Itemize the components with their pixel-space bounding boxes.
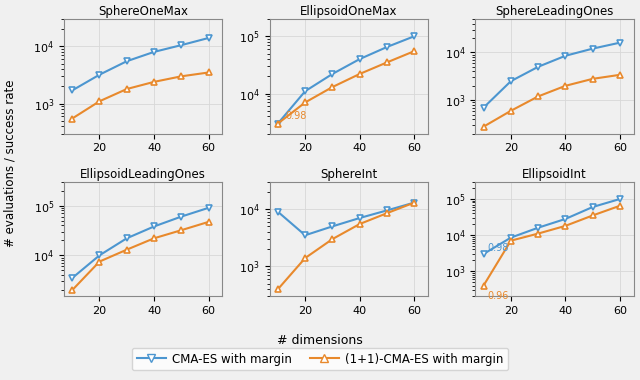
Text: 0.98: 0.98 [285, 111, 307, 121]
Title: EllipsoidOneMax: EllipsoidOneMax [300, 5, 397, 18]
Text: 0.98: 0.98 [488, 243, 509, 253]
Legend: CMA-ES with margin, (1+1)-CMA-ES with margin: CMA-ES with margin, (1+1)-CMA-ES with ma… [132, 348, 508, 370]
Text: # dimensions: # dimensions [277, 334, 363, 347]
Text: # evaluations / success rate: # evaluations / success rate [3, 80, 16, 247]
Title: SphereLeadingOnes: SphereLeadingOnes [495, 5, 614, 18]
Title: SphereOneMax: SphereOneMax [98, 5, 188, 18]
Title: SphereInt: SphereInt [320, 168, 378, 180]
Title: EllipsoidInt: EllipsoidInt [522, 168, 587, 180]
Text: 0.96: 0.96 [488, 291, 509, 301]
Title: EllipsoidLeadingOnes: EllipsoidLeadingOnes [80, 168, 206, 180]
